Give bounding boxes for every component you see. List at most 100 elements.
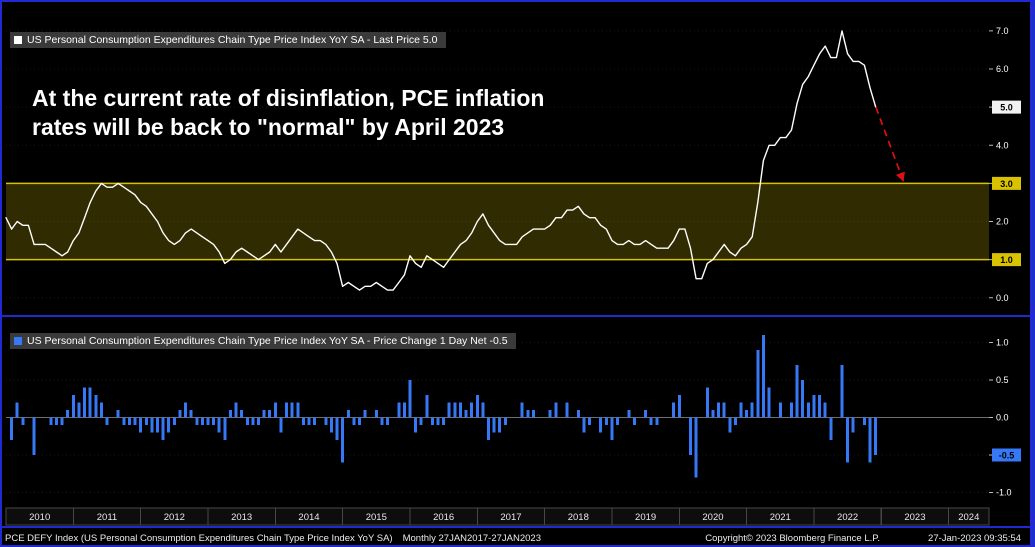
axis-label: -1.0 — [996, 488, 1012, 498]
bar — [874, 417, 878, 455]
bar — [329, 417, 333, 433]
year-label: 2016 — [433, 512, 454, 523]
bar — [262, 410, 266, 418]
footer-timestamp: 27-Jan-2023 09:35:54 — [928, 533, 1021, 544]
bar — [380, 417, 384, 425]
bar — [464, 410, 468, 418]
bar — [442, 417, 446, 425]
bar — [301, 417, 305, 425]
axis-value-tag-label: 1.0 — [1000, 255, 1013, 265]
bar — [750, 402, 754, 418]
bar — [290, 402, 294, 418]
bar — [806, 402, 810, 418]
bar — [425, 395, 429, 418]
chart-annotation: At the current rate of disinflation, PCE… — [32, 84, 544, 142]
bar — [49, 417, 53, 425]
bar — [790, 402, 793, 418]
year-label: 2020 — [702, 512, 723, 523]
bar — [492, 417, 496, 433]
bar — [15, 402, 19, 418]
bar — [672, 402, 676, 418]
bar — [599, 417, 603, 433]
bar — [694, 417, 698, 478]
year-label: 2013 — [231, 512, 252, 523]
series2-legend[interactable]: US Personal Consumption Expenditures Cha… — [10, 333, 516, 349]
bar — [677, 395, 681, 418]
bar — [374, 410, 378, 418]
series1-legend-label: US Personal Consumption Expenditures Cha… — [27, 34, 438, 46]
bar — [582, 417, 586, 433]
axis-label: 0.0 — [996, 413, 1009, 423]
series2-swatch-icon — [14, 337, 22, 345]
axis-label: 7.0 — [996, 26, 1009, 36]
bar — [453, 402, 457, 418]
bar — [756, 350, 760, 418]
right-frame-strip — [1030, 2, 1035, 545]
bar — [60, 417, 64, 425]
bar — [200, 417, 204, 425]
bar — [408, 380, 412, 418]
bar — [470, 402, 474, 418]
axis-value-tag-label: -0.5 — [999, 451, 1015, 461]
series2-legend-label: US Personal Consumption Expenditures Cha… — [27, 335, 508, 347]
bar — [739, 402, 743, 418]
axis-value-tag-label: 5.0 — [1000, 103, 1013, 113]
bar — [655, 417, 659, 425]
footer-instrument: PCE DEFY Index (US Personal Consumption … — [5, 533, 393, 544]
bar — [610, 417, 614, 440]
normal-range-band — [6, 183, 989, 260]
bar — [161, 417, 165, 440]
bar — [71, 395, 75, 418]
bar — [565, 402, 569, 418]
axis-label: 4.0 — [996, 140, 1009, 150]
series1-legend[interactable]: US Personal Consumption Expenditures Cha… — [10, 32, 446, 48]
bar — [139, 417, 143, 433]
bar — [245, 417, 249, 425]
bar — [481, 402, 485, 418]
year-label: 2022 — [837, 512, 858, 523]
year-box — [948, 507, 990, 526]
bar — [127, 417, 131, 425]
axis-value-tag — [992, 100, 1021, 114]
bar — [761, 335, 765, 418]
bar — [503, 417, 507, 425]
panel-separator — [2, 315, 1033, 317]
bar — [459, 402, 462, 418]
bar — [548, 410, 552, 418]
bar — [795, 365, 799, 418]
bar — [346, 410, 350, 418]
bar — [722, 402, 726, 418]
bar — [116, 410, 120, 418]
pce-yoy-line-series — [5, 30, 877, 291]
bar — [77, 402, 81, 418]
bar — [223, 417, 227, 440]
bar — [554, 402, 558, 418]
bar — [285, 402, 288, 418]
bar — [436, 417, 440, 425]
year-label: 2019 — [635, 512, 656, 523]
bar — [475, 395, 479, 418]
axis-label: 6.0 — [996, 64, 1009, 74]
bar — [728, 417, 732, 433]
bar — [313, 417, 317, 425]
bar — [21, 417, 25, 425]
annotation-line2: rates will be back to "normal" by April … — [32, 113, 505, 140]
annotation-line1: At the current rate of disinflation, PCE… — [32, 85, 545, 111]
bar — [588, 417, 591, 425]
bar — [767, 387, 771, 418]
bar — [840, 365, 844, 418]
bar — [745, 410, 749, 418]
bar — [862, 417, 866, 425]
year-label: 2012 — [164, 512, 185, 523]
series1-swatch-icon — [14, 36, 22, 44]
year-label: 2023 — [904, 512, 925, 523]
bar — [184, 402, 187, 418]
bar — [279, 417, 283, 433]
bar — [851, 417, 855, 433]
axis-value-tag-label: 3.0 — [1000, 179, 1013, 189]
bar — [627, 410, 631, 418]
year-label: 2017 — [500, 512, 521, 523]
bar — [189, 410, 193, 418]
bar — [846, 417, 850, 463]
